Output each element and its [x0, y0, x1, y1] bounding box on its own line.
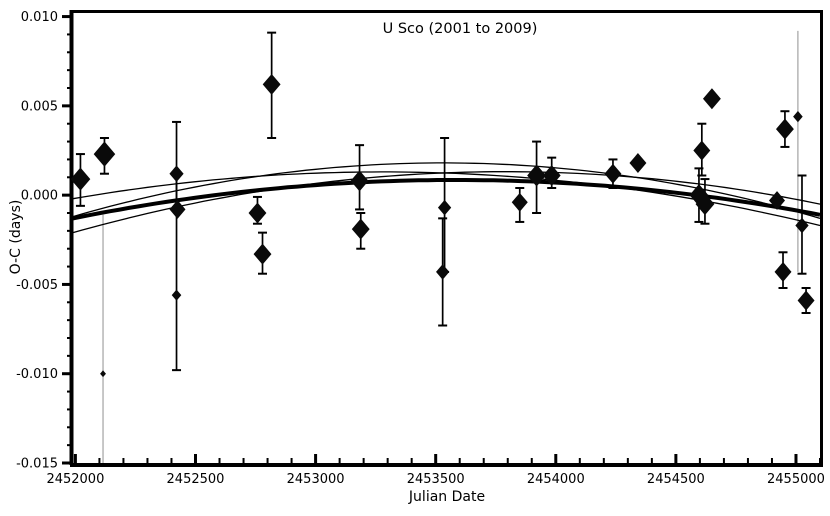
data-point	[351, 218, 370, 240]
data-point	[702, 88, 721, 110]
data-point	[774, 261, 792, 282]
x-tick-label: 2454500	[647, 472, 705, 487]
data-point	[169, 165, 184, 183]
data-point	[437, 199, 452, 216]
data-point	[797, 290, 815, 311]
fit-envelope-2	[72, 171, 821, 234]
x-tick-label: 2452500	[167, 472, 225, 487]
y-tick-label: 0.010	[21, 10, 58, 25]
x-tick-label: 2454000	[527, 472, 585, 487]
data-point	[629, 153, 647, 173]
data-point	[775, 118, 794, 140]
fit-envelope-3	[72, 162, 821, 220]
data-point	[693, 140, 711, 161]
data-point	[70, 167, 91, 191]
data-point	[436, 264, 450, 280]
data-point	[350, 170, 369, 192]
y-tick-label: 0.000	[21, 189, 58, 204]
data-point	[793, 110, 803, 123]
data-point	[262, 73, 281, 95]
data-point	[695, 193, 715, 216]
data-point	[604, 163, 622, 184]
x-tick-label: 2452000	[46, 472, 104, 487]
data-point	[93, 141, 116, 167]
data-point	[100, 370, 106, 378]
y-tick-label: 0.005	[21, 99, 58, 114]
x-tick-label: 2455000	[767, 472, 825, 487]
data-point	[768, 191, 786, 210]
data-point	[171, 289, 182, 301]
x-tick-label: 2453500	[407, 472, 465, 487]
data-point	[795, 217, 809, 234]
data-point	[542, 165, 561, 186]
data-point	[248, 202, 267, 224]
y-tick-label: -0.015	[16, 457, 58, 472]
x-tick-label: 2453000	[287, 472, 345, 487]
y-axis-title: O-C (days)	[8, 200, 24, 275]
data-point	[253, 243, 272, 265]
y-tick-label: -0.005	[16, 278, 58, 293]
data-point	[527, 164, 546, 187]
data-point	[169, 200, 186, 219]
data-point	[511, 192, 528, 212]
y-tick-label: -0.010	[16, 367, 58, 382]
x-axis-title: Julian Date	[408, 489, 485, 505]
chart-title: U Sco (2001 to 2009)	[383, 21, 538, 37]
